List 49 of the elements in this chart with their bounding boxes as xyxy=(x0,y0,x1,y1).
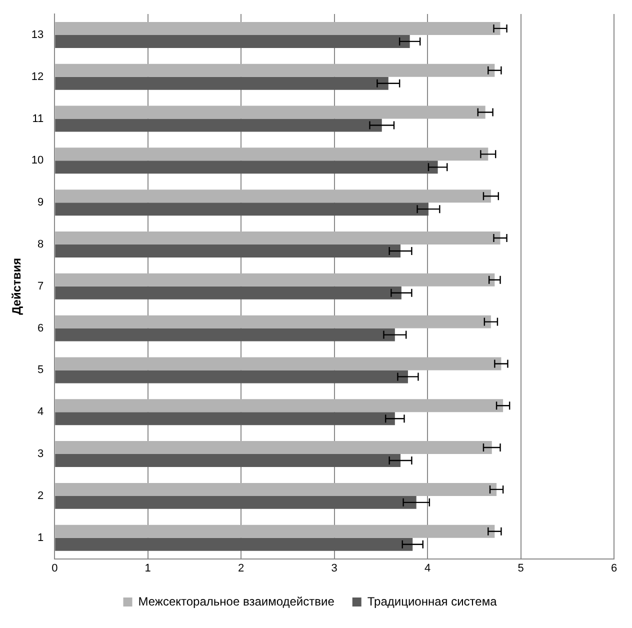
bar xyxy=(55,315,491,328)
bar xyxy=(55,328,395,342)
x-tick-label: 6 xyxy=(610,562,618,574)
bar xyxy=(55,244,401,258)
bar xyxy=(55,148,488,161)
legend-label: Межсекторальное взаимодействие xyxy=(138,594,335,608)
legend-label: Традиционная система xyxy=(367,594,498,608)
y-tick-label: 11 xyxy=(32,112,44,125)
y-axis-title: Действия xyxy=(10,258,24,315)
bar xyxy=(55,34,410,48)
bar xyxy=(55,357,502,370)
bar xyxy=(55,482,497,496)
bar xyxy=(55,399,504,412)
y-tick-label: 4 xyxy=(38,406,44,418)
y-tick-label: 6 xyxy=(38,322,44,334)
y-tick-label: 7 xyxy=(38,280,44,292)
bar xyxy=(55,64,495,77)
y-tick-label: 2 xyxy=(38,490,44,502)
bar xyxy=(55,273,495,286)
bar xyxy=(55,232,500,244)
bar xyxy=(55,106,486,119)
y-tick-label: 9 xyxy=(38,196,44,209)
bar xyxy=(55,496,416,509)
x-tick-label: 2 xyxy=(238,562,244,574)
y-tick-label: 10 xyxy=(31,154,44,167)
bar xyxy=(55,412,395,426)
bar xyxy=(55,190,491,203)
bar xyxy=(55,22,500,35)
y-tick-label: 3 xyxy=(38,448,44,460)
x-tick-label: 5 xyxy=(518,562,524,574)
bar xyxy=(55,118,382,132)
y-tick-label: 8 xyxy=(38,238,44,251)
y-tick-label: 5 xyxy=(38,364,44,376)
y-tick-label: 13 xyxy=(31,28,44,41)
y-tick-label: 12 xyxy=(31,70,44,83)
y-tick-label: 1 xyxy=(38,532,44,544)
x-tick-label: 0 xyxy=(52,562,58,574)
x-tick-label: 3 xyxy=(331,562,338,574)
bar xyxy=(55,76,388,90)
bar xyxy=(55,454,401,468)
bar xyxy=(55,286,402,300)
bar xyxy=(55,202,428,216)
bar xyxy=(55,538,413,551)
bar xyxy=(55,160,438,174)
bar xyxy=(55,370,408,384)
x-tick-label: 1 xyxy=(144,562,151,574)
x-tick-label: 4 xyxy=(424,562,431,574)
bar xyxy=(55,441,492,454)
bar xyxy=(55,524,495,538)
